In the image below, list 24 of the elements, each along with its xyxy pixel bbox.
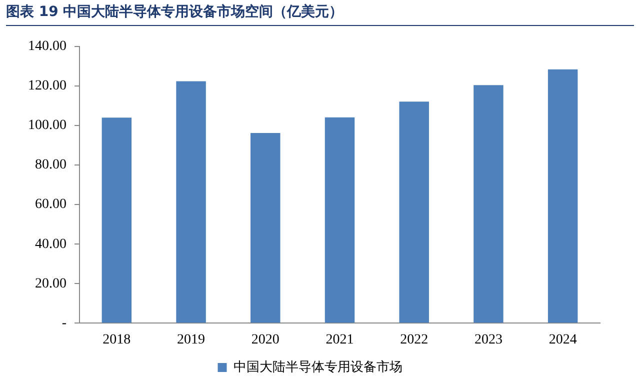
x-tick-label: 2020	[251, 332, 280, 348]
x-tick-label: 2023	[474, 332, 502, 348]
bar	[399, 102, 429, 323]
bar	[102, 118, 132, 323]
y-tick-label: 20.00	[35, 276, 66, 292]
x-tick-label: 2018	[102, 332, 131, 348]
bar	[474, 85, 504, 323]
y-tick-label: 80.00	[35, 158, 66, 173]
y-tick-label: 100.00	[28, 118, 66, 134]
bar	[250, 133, 280, 323]
bar	[176, 81, 206, 323]
x-tick-label: 2021	[326, 332, 354, 348]
x-tick-label: 2019	[177, 332, 206, 348]
legend-label: 中国大陆半导体专用设备市场	[233, 360, 402, 375]
y-tick-label: 140.00	[28, 39, 66, 54]
y-tick-label: 40.00	[35, 236, 66, 252]
y-tick-label: 60.00	[35, 197, 66, 212]
y-tick-label: 120.00	[28, 78, 66, 94]
bar	[324, 117, 355, 323]
chart-title: 图表 19 中国大陆半导体专用设备市场空间（亿美元）	[6, 3, 634, 26]
x-tick-label: 2024	[548, 332, 577, 348]
bar	[548, 69, 578, 323]
x-tick-label: 2022	[400, 332, 428, 348]
y-tick-label: -	[62, 316, 67, 331]
